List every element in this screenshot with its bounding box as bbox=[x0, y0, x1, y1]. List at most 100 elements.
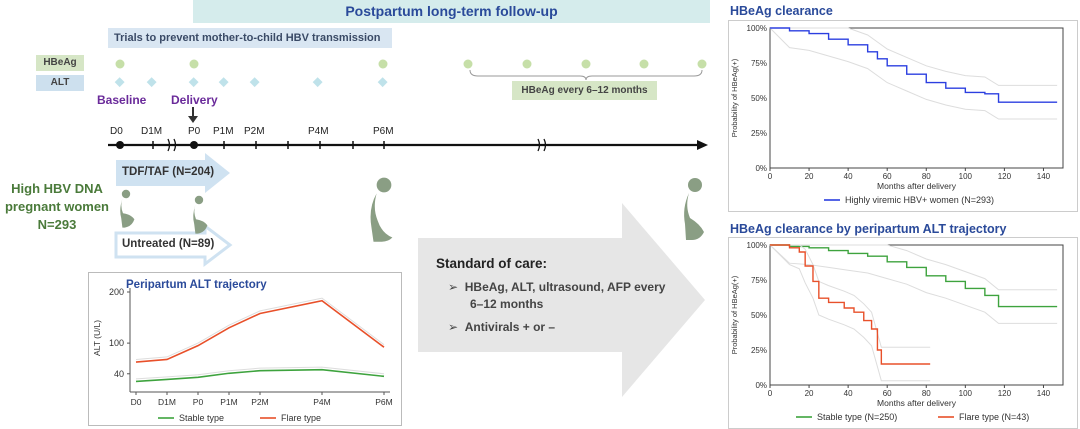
alt-chart: 40 100 200 D0 D1M P0 P1M P2M P4M P6M ALT (U/L) Stab… bbox=[92, 287, 393, 423]
tick-p0: P0 bbox=[188, 126, 201, 137]
alt-x-tick-p4m: P4M bbox=[313, 397, 330, 407]
alt-legend-label-0: Stable type bbox=[179, 413, 224, 423]
km2-x-tick-80: 80 bbox=[922, 389, 931, 398]
alt-x-tick-p2m: P2M bbox=[251, 397, 268, 407]
km2-x-tick-60: 60 bbox=[883, 389, 892, 398]
km2-ci-0-1 bbox=[769, 244, 1058, 324]
km2-y-tick-25: 25% bbox=[751, 346, 767, 355]
tick-d1m: D1M bbox=[141, 126, 163, 137]
km1-y-tick-0: 0% bbox=[755, 164, 767, 173]
alt-series-line-flare bbox=[135, 299, 385, 363]
km2-plot-frame bbox=[769, 244, 1064, 386]
alt-x-tick-p1m: P1M bbox=[220, 397, 237, 407]
km2-x-tick-20: 20 bbox=[805, 389, 814, 398]
km1-x-tick-60: 60 bbox=[883, 172, 892, 181]
alt-x-tick-p6m: P6M bbox=[375, 397, 392, 407]
alt-x-tick-p0: P0 bbox=[193, 397, 204, 407]
alt-x-tick-d1m: D1M bbox=[158, 397, 176, 407]
km2-y-tick-0: 0% bbox=[755, 381, 767, 390]
untreated-label: Untreated (N=89) bbox=[122, 238, 215, 250]
km2-x-tick-120: 120 bbox=[998, 389, 1012, 398]
alt-y-tick-100: 100 bbox=[109, 338, 124, 348]
cohort-line-3: N=293 bbox=[37, 217, 77, 232]
clearance-panel bbox=[728, 20, 1078, 212]
baseline-label: Baseline bbox=[97, 93, 147, 107]
km1-plot-frame bbox=[769, 27, 1064, 169]
pregnant-woman-icon-right bbox=[684, 178, 704, 240]
pregnant-woman-icons bbox=[120, 177, 393, 242]
km1-y-tick-75: 75% bbox=[751, 59, 767, 68]
km2-series-0 bbox=[770, 244, 1058, 308]
alt-ci-band-1 bbox=[135, 297, 385, 360]
hbeag-row-label: HBeAg bbox=[36, 55, 84, 71]
tick-d0: D0 bbox=[110, 126, 123, 137]
soc-item-1: ➢ HBeAg, ALT, ultrasound, AFP every bbox=[448, 280, 666, 294]
km1-x-tick-100: 100 bbox=[959, 172, 973, 181]
km2-y-label: Probability of HBeAg(+) bbox=[730, 275, 739, 354]
alt-ci-band-0 bbox=[135, 366, 385, 380]
soc-item-1-text: HBeAg, ALT, ultrasound, AFP every bbox=[464, 280, 666, 294]
km1-y-tick-25: 25% bbox=[751, 129, 767, 138]
km2-x-tick-40: 40 bbox=[844, 389, 853, 398]
km2-y-tick-100: 100% bbox=[747, 241, 767, 250]
timeline-diagram bbox=[108, 59, 708, 397]
km2-y-tick-50: 50% bbox=[751, 311, 767, 320]
clearance-chart: 0% 25% 50% 75% 100% 0 20 40 60 80 100 120 140 Months … bbox=[730, 24, 1064, 205]
km2-ci-1-0 bbox=[770, 244, 931, 348]
clearance-title: HBeAg clearance bbox=[730, 4, 833, 18]
km1-y-tick-100: 100% bbox=[747, 24, 767, 33]
km1-x-tick-0: 0 bbox=[768, 172, 773, 181]
trials-bar: Trials to prevent mother-to-child HBV tr… bbox=[108, 28, 392, 48]
km1-x-tick-140: 140 bbox=[1037, 172, 1051, 181]
km2-y-tick-75: 75% bbox=[751, 276, 767, 285]
trajectory-chart: 0% 25% 50% 75% 100% 0 20 40 60 80 100 120 140 Months … bbox=[730, 241, 1064, 422]
km1-x-tick-20: 20 bbox=[805, 172, 814, 181]
soc-item-2-text: Antivirals + or – bbox=[464, 320, 556, 334]
km2-legend-label-1: Flare type (N=43) bbox=[959, 412, 1029, 422]
tick-p2m: P2M bbox=[244, 126, 265, 137]
km1-ci-0-0 bbox=[770, 27, 1058, 86]
tdf-label: TDF/TAF (N=204) bbox=[122, 166, 215, 178]
alt-legend-label-1: Flare type bbox=[281, 413, 321, 423]
tick-p6m: P6M bbox=[373, 126, 394, 137]
alt-panel-title: Peripartum ALT trajectory bbox=[126, 279, 267, 291]
km2-x-tick-0: 0 bbox=[768, 389, 773, 398]
follow-up-banner: Postpartum long-term follow-up bbox=[193, 0, 710, 23]
standard-of-care-arrow bbox=[418, 203, 705, 397]
km1-series-0 bbox=[770, 27, 1058, 103]
soc-item-2: ➢ Antivirals + or – bbox=[448, 320, 556, 334]
km2-x-tick-140: 140 bbox=[1037, 389, 1051, 398]
cohort-line-1: High HBV DNA bbox=[11, 181, 103, 196]
cohort-label: High HBV DNA pregnant women N=293 bbox=[2, 180, 112, 234]
km2-legend-label-0: Stable type (N=250) bbox=[817, 412, 897, 422]
km1-x-tick-40: 40 bbox=[844, 172, 853, 181]
km2-ci-1-1 bbox=[769, 244, 931, 382]
alt-y-tick-200: 200 bbox=[109, 287, 124, 297]
km2-series-1 bbox=[770, 244, 931, 365]
km2-x-label: Months after delivery bbox=[877, 398, 957, 408]
alt-row-label: ALT bbox=[36, 75, 84, 91]
km1-y-tick-50: 50% bbox=[751, 94, 767, 103]
alt-y-tick-40: 40 bbox=[114, 369, 124, 379]
km1-ci-0-1 bbox=[769, 27, 1058, 120]
tick-p4m: P4M bbox=[308, 126, 329, 137]
alt-panel bbox=[88, 272, 402, 426]
soc-title: Standard of care: bbox=[436, 256, 548, 271]
soc-item-1b: 6–12 months bbox=[470, 297, 544, 311]
tick-p1m: P1M bbox=[213, 126, 234, 137]
delivery-label: Delivery bbox=[171, 93, 218, 107]
cohort-line-2: pregnant women bbox=[4, 199, 109, 214]
km1-x-tick-80: 80 bbox=[922, 172, 931, 181]
untreated-arrow bbox=[114, 222, 233, 268]
km1-x-tick-120: 120 bbox=[998, 172, 1012, 181]
km1-y-label: Probability of HBeAg(+) bbox=[730, 58, 739, 137]
hbeag-every-box: HBeAg every 6–12 months bbox=[512, 81, 657, 100]
km1-legend-label-0: Highly viremic HBV+ women (N=293) bbox=[845, 195, 994, 205]
km2-ci-0-0 bbox=[770, 244, 1058, 291]
hbeag-dots bbox=[115, 59, 707, 69]
alt-x-tick-d0: D0 bbox=[131, 397, 142, 407]
km1-x-label: Months after delivery bbox=[877, 181, 957, 191]
trajectory-title: HBeAg clearance by peripartum ALT trajec… bbox=[730, 222, 1007, 236]
km2-x-tick-100: 100 bbox=[959, 389, 973, 398]
tdf-arrow bbox=[116, 153, 230, 193]
